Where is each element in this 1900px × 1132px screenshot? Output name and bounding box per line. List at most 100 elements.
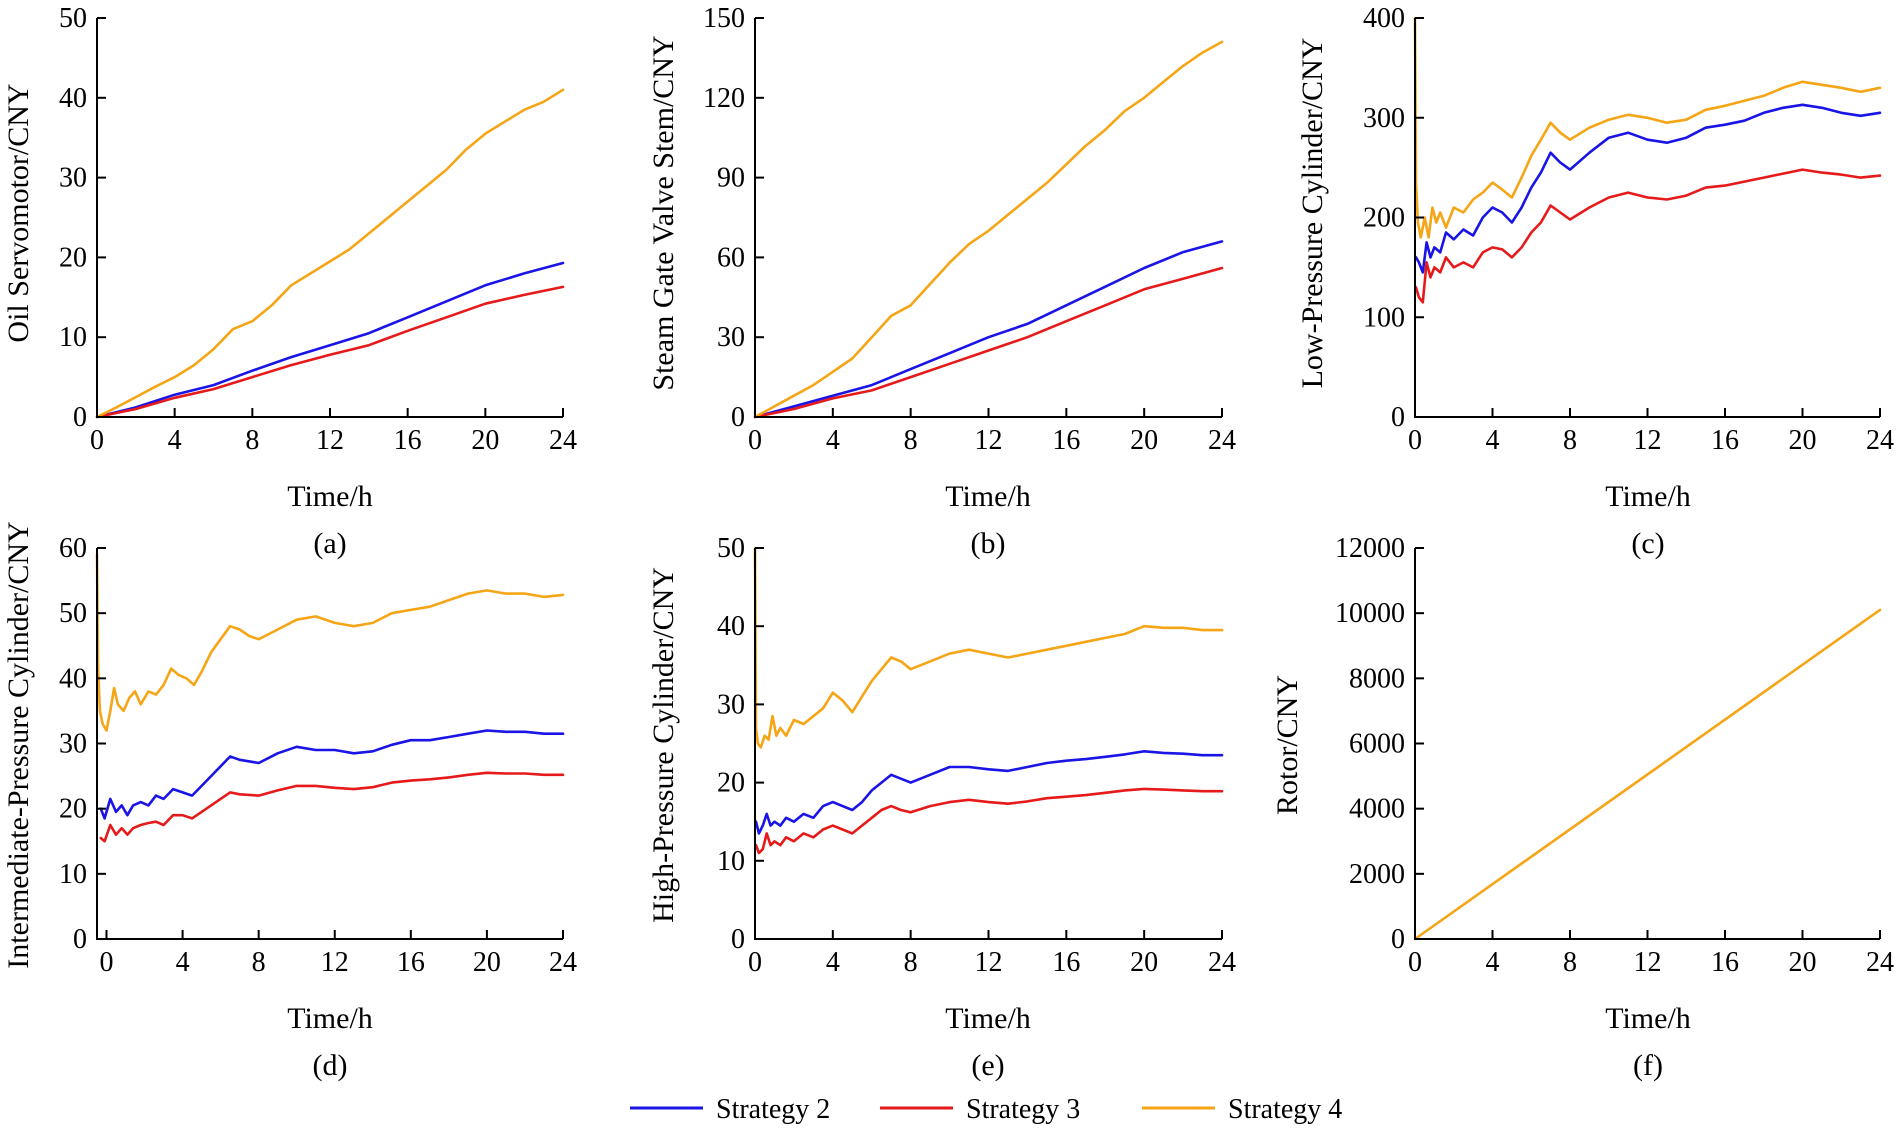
y-axis-title-f: Rotor/CNY xyxy=(1271,675,1304,815)
series-line-strategy-3 xyxy=(95,285,565,419)
x-tick-label: 16 xyxy=(397,947,425,978)
x-tick-label: 8 xyxy=(904,425,918,456)
y-tick-label: 0 xyxy=(73,924,87,955)
x-tick-label: 20 xyxy=(1789,425,1817,456)
x-axis-title-b: Time/h xyxy=(945,480,1031,513)
series-line-strategy-4 xyxy=(95,553,565,732)
axis-spines xyxy=(1414,18,1880,418)
panel-label-c: (c) xyxy=(1631,527,1664,560)
series-line-strategy-4 xyxy=(1413,16,1882,239)
y-tick-label: 50 xyxy=(59,598,87,629)
y-tick-label: 10 xyxy=(717,846,745,877)
x-tick-label: 24 xyxy=(549,425,577,456)
y-tick-label: 300 xyxy=(1363,103,1405,134)
y-tick-label: 20 xyxy=(59,794,87,825)
x-tick-label: 12 xyxy=(321,947,349,978)
plot-d: 0 4 8 12 16 20 24 0 10 20 30 40 50 60 xyxy=(59,533,577,978)
x-axis-title-d: Time/h xyxy=(287,1002,373,1035)
y-tick-label: 100 xyxy=(1363,302,1405,333)
x-tick-label: 16 xyxy=(1711,947,1739,978)
y-tick-label: 20 xyxy=(59,242,87,273)
y-tick-label: 0 xyxy=(1391,924,1405,955)
series-line-strategy-4 xyxy=(1413,608,1882,941)
panel-c: 0 4 8 12 16 20 24 0 100 200 300 400 Time/h Low-Pres… xyxy=(1296,3,1894,560)
y-axis-title-a: Oil Servomotor/CNY xyxy=(2,83,35,342)
y-tick-label: 400 xyxy=(1363,3,1405,34)
series-line-strategy-2 xyxy=(1414,103,1882,274)
y-tick-label: 8000 xyxy=(1349,663,1405,694)
y-tick-label: 0 xyxy=(731,402,745,433)
x-tick-label: 24 xyxy=(549,947,577,978)
x-tick-label: 20 xyxy=(1789,947,1817,978)
x-tick-label: 8 xyxy=(1563,425,1577,456)
x-tick-label: 8 xyxy=(1563,947,1577,978)
x-tick-label: 12 xyxy=(1634,947,1662,978)
x-tick-label: 12 xyxy=(1634,425,1662,456)
y-tick-label: 200 xyxy=(1363,203,1405,234)
x-tick-label: 12 xyxy=(975,947,1003,978)
y-tick-label: 40 xyxy=(59,663,87,694)
axis-spines xyxy=(754,548,1222,940)
series-line-strategy-2 xyxy=(99,729,565,820)
y-tick-label: 50 xyxy=(59,3,87,34)
y-tick-label: 0 xyxy=(731,924,745,955)
plot-a: 0 4 8 12 16 20 24 0 10 20 30 40 50 xyxy=(59,3,577,456)
x-tick-label: 20 xyxy=(471,425,499,456)
x-tick-label: 0 xyxy=(1408,425,1422,456)
panel-label-d: (d) xyxy=(313,1049,348,1082)
panel-b: 0 4 8 12 16 20 24 0 30 60 90 120 150 Time/h Steam Ga… xyxy=(647,3,1236,560)
x-tick-label: 0 xyxy=(748,425,762,456)
x-tick-label: 24 xyxy=(1208,425,1236,456)
y-axis-title-c: Low-Pressure Cylinder/CNY xyxy=(1296,38,1329,389)
panel-label-f: (f) xyxy=(1633,1049,1663,1082)
x-tick-label: 0 xyxy=(90,425,104,456)
y-tick-label: 30 xyxy=(59,163,87,194)
panel-d: 0 4 8 12 16 20 24 0 10 20 30 40 50 60 Time/h Intermed… xyxy=(2,521,577,1082)
y-tick-label: 0 xyxy=(1391,402,1405,433)
plot-b: 0 4 8 12 16 20 24 0 30 60 90 120 150 xyxy=(703,3,1236,456)
x-tick-label: 4 xyxy=(176,947,190,978)
x-axis-title-f: Time/h xyxy=(1605,1002,1691,1035)
series-line-strategy-4 xyxy=(753,546,1224,749)
legend-label-strategy-4: Strategy 4 xyxy=(1228,1094,1342,1125)
axis-spines xyxy=(96,18,563,418)
y-axis-title-d: Intermediate-Pressure Cylinder/CNY xyxy=(2,521,35,968)
y-tick-label: 40 xyxy=(59,83,87,114)
x-tick-label: 20 xyxy=(1130,425,1158,456)
y-tick-label: 20 xyxy=(717,768,745,799)
panel-label-a: (a) xyxy=(313,527,346,560)
y-tick-label: 2000 xyxy=(1349,859,1405,890)
y-tick-label: 60 xyxy=(59,533,87,564)
series-line-strategy-2 xyxy=(753,240,1224,419)
axis-spines xyxy=(754,18,1222,418)
x-tick-label: 4 xyxy=(168,425,182,456)
y-tick-label: 40 xyxy=(717,611,745,642)
series-line-strategy-4 xyxy=(753,40,1224,419)
legend: Strategy 2 Strategy 3 Strategy 4 xyxy=(630,1094,1342,1125)
x-tick-label: 0 xyxy=(748,947,762,978)
y-tick-label: 30 xyxy=(717,322,745,353)
series-line-strategy-3 xyxy=(99,771,565,843)
x-tick-label: 4 xyxy=(826,947,840,978)
x-tick-label: 8 xyxy=(252,947,266,978)
axis-spines xyxy=(1414,548,1880,940)
x-tick-label: 12 xyxy=(316,425,344,456)
y-tick-label: 30 xyxy=(59,729,87,760)
plot-f: 0 4 8 12 16 20 24 0 2000 4000 6000 8000 10000 12000 xyxy=(1335,533,1894,978)
axis-spines xyxy=(96,548,563,940)
series-line-strategy-2 xyxy=(754,749,1224,835)
x-tick-label: 8 xyxy=(245,425,259,456)
x-tick-label: 16 xyxy=(394,425,422,456)
series-line-strategy-3 xyxy=(753,266,1224,419)
y-tick-label: 12000 xyxy=(1335,533,1405,564)
x-tick-label: 20 xyxy=(473,947,501,978)
series-line-strategy-4 xyxy=(95,88,565,419)
panel-e: 0 4 8 12 16 20 24 0 10 20 30 40 50 Time/h High-Press… xyxy=(647,533,1236,1082)
legend-label-strategy-3: Strategy 3 xyxy=(966,1094,1080,1125)
y-tick-label: 6000 xyxy=(1349,729,1405,760)
x-tick-label: 24 xyxy=(1208,947,1236,978)
panel-label-b: (b) xyxy=(971,527,1006,560)
y-tick-label: 120 xyxy=(703,83,745,114)
x-tick-label: 4 xyxy=(1486,425,1500,456)
y-tick-label: 0 xyxy=(73,402,87,433)
